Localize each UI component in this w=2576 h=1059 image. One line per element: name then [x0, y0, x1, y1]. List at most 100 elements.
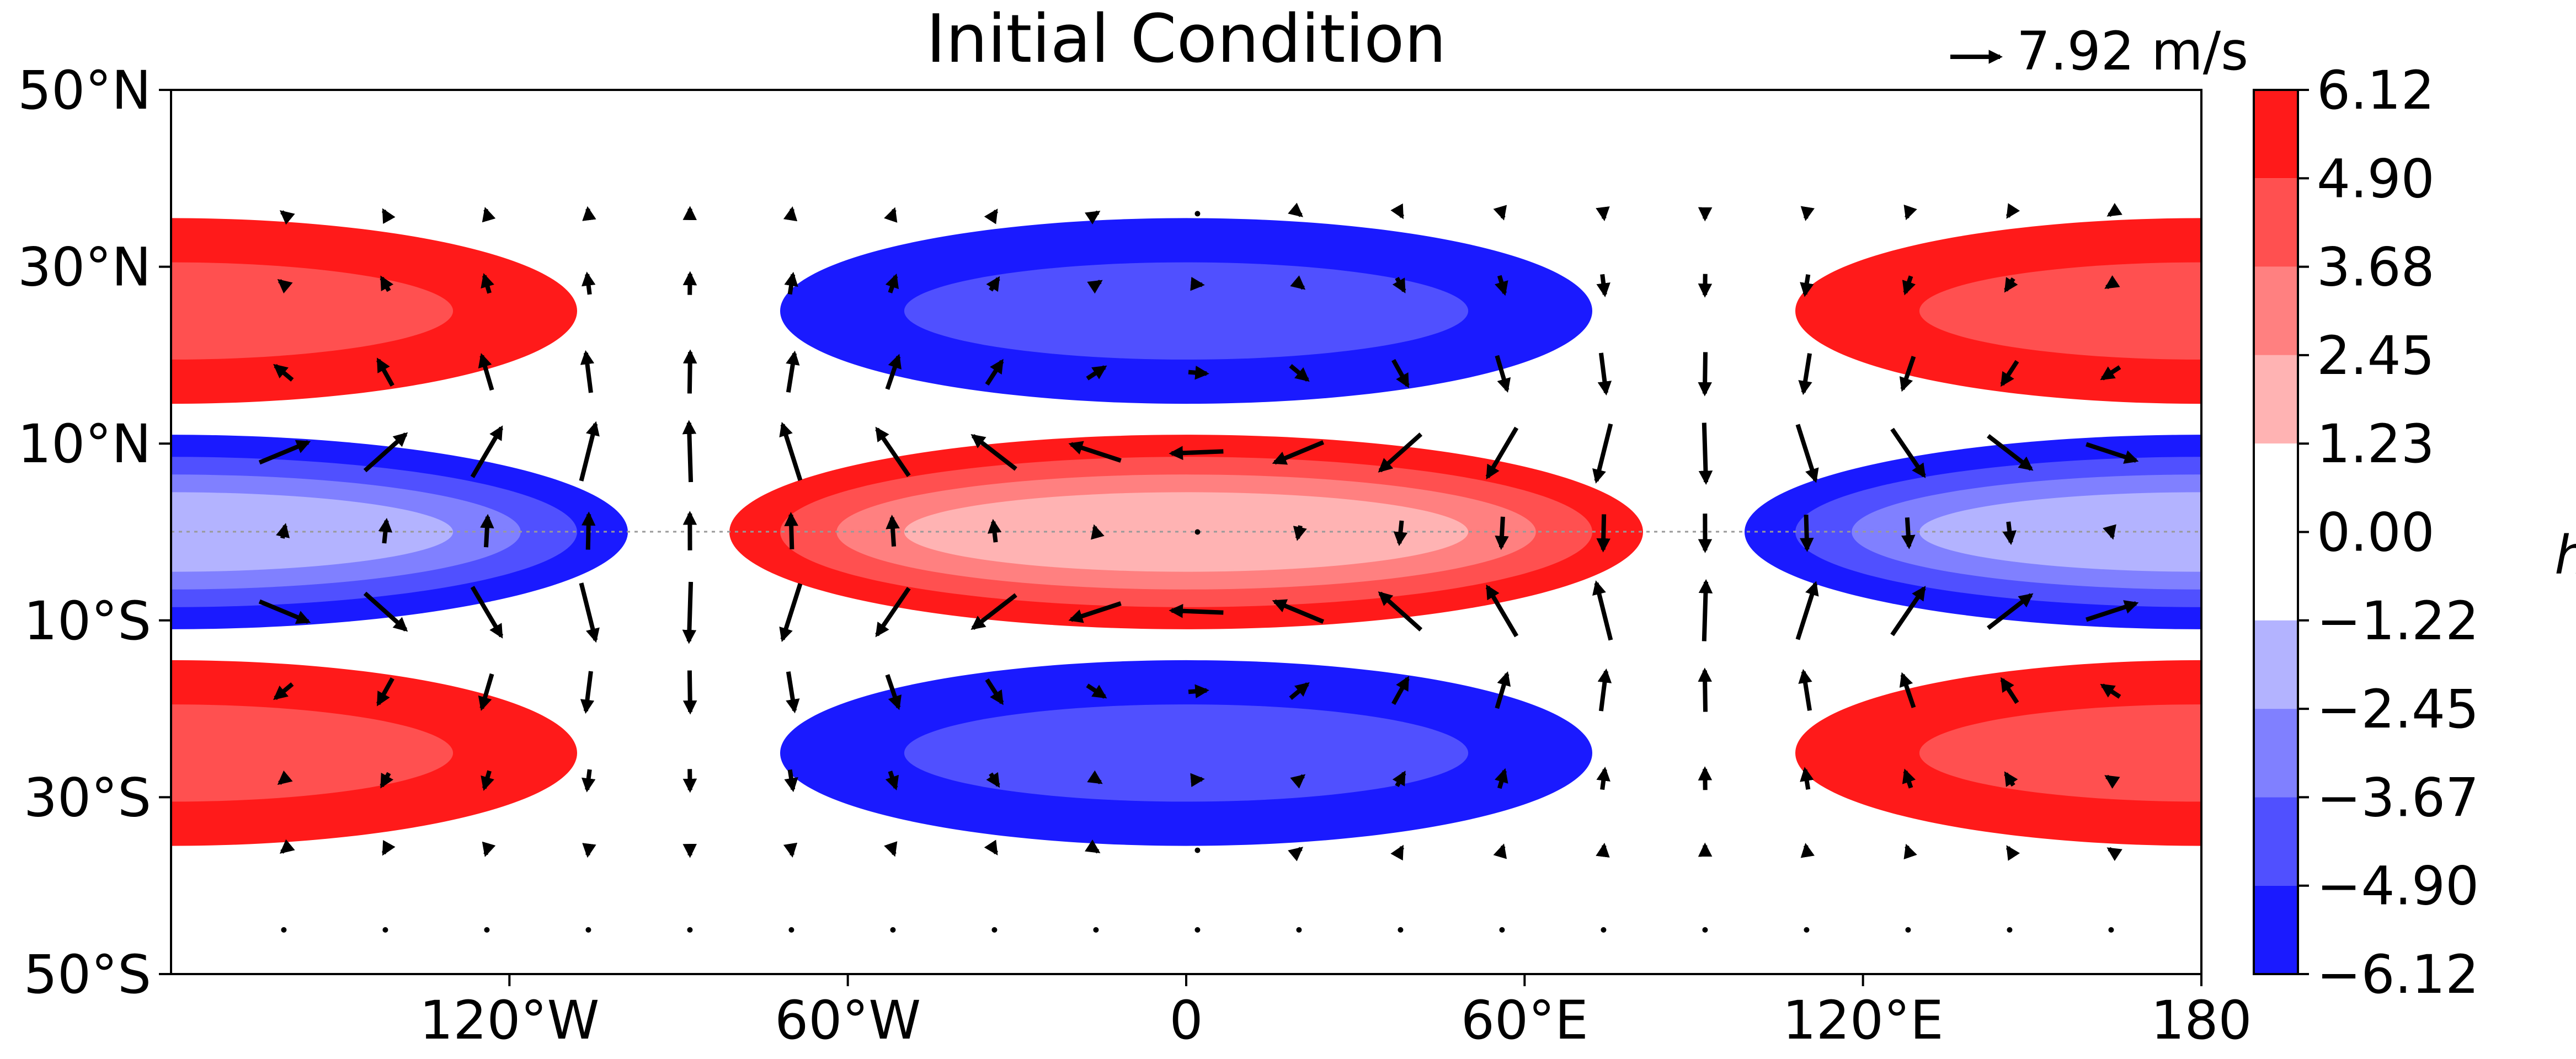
reference-key: 7.92 m/s — [1950, 20, 2248, 82]
wind-vector-dot-8-9 — [1093, 927, 1099, 933]
colorbar-tick-label-1: 4.90 — [2317, 148, 2435, 210]
x-tick-label-2: 0 — [1169, 990, 1203, 1051]
wind-vector-dot-18-9 — [2108, 927, 2114, 933]
wind-vector-9-7 — [1190, 773, 1205, 788]
wind-vector-1-8 — [381, 839, 396, 856]
wind-vector-1-2 — [376, 357, 394, 387]
wind-vector-dot-11-9 — [1398, 927, 1404, 933]
wind-vector-dot-3-9 — [585, 927, 591, 933]
wind-vector-0-5 — [258, 599, 311, 624]
wind-vector-16-5 — [1890, 586, 1926, 637]
wind-vector-8-4 — [1091, 524, 1105, 540]
wind-vector-18-7 — [2104, 774, 2120, 789]
wind-vector-7-8 — [984, 839, 999, 855]
wind-vectors — [258, 202, 2139, 933]
wind-vector-10-7 — [1290, 774, 1306, 789]
wind-vector-12-5 — [1485, 584, 1519, 638]
wind-vector-10-2 — [1289, 364, 1310, 382]
wind-vector-dot-9-0 — [1194, 211, 1201, 217]
wind-vector-7-6 — [985, 678, 1004, 705]
wind-vector-3-1 — [582, 271, 596, 295]
x-tick-label-5: 180 — [2151, 990, 2252, 1051]
wind-vector-6-6 — [885, 674, 902, 710]
wind-vector-16-1 — [1902, 275, 1916, 296]
colorbar-bin-8 — [2254, 885, 2298, 974]
wind-vector-0-4 — [276, 523, 290, 539]
colorbar-bin-5 — [2254, 620, 2298, 709]
colorbar-bin-6 — [2254, 709, 2298, 798]
wind-vector-3-8 — [582, 843, 596, 858]
wind-vector-17-6 — [2000, 677, 2019, 704]
wind-vector-11-0 — [1390, 203, 1405, 220]
colorbar-tick-label-10: −6.12 — [2317, 944, 2479, 1005]
wind-vector-15-4 — [1799, 515, 1814, 552]
wind-vector-13-7 — [1596, 766, 1610, 790]
wind-vector-12-3 — [1485, 426, 1519, 480]
wind-vector-0-1 — [277, 279, 293, 294]
wind-vector-18-4 — [2103, 524, 2116, 540]
wind-vector-16-8 — [1903, 843, 1917, 860]
contour-region-13 — [904, 262, 1469, 360]
wind-vector-18-3 — [2086, 442, 2139, 464]
wind-vector-dot-2-9 — [484, 927, 490, 933]
wind-vector-13-4 — [1596, 514, 1610, 553]
wind-vector-8-3 — [1068, 441, 1122, 463]
wind-vector-11-8 — [1390, 844, 1405, 861]
wind-vector-17-3 — [1987, 434, 2034, 471]
wind-vector-16-3 — [1890, 427, 1926, 478]
wind-vector-16-0 — [1903, 204, 1917, 221]
colorbar-tick-label-6: −1.22 — [2317, 590, 2479, 652]
colorbar-bin-2 — [2254, 266, 2298, 355]
wind-vector-dot-15-9 — [1804, 927, 1810, 933]
wind-vector-18-0 — [2106, 202, 2122, 217]
wind-vector-6-2 — [885, 354, 902, 390]
colorbar — [2254, 90, 2298, 974]
wind-vector-18-6 — [2100, 683, 2121, 699]
y-axis: 50°N 30°N 10°N 10°S 30°S 50°S — [18, 60, 171, 1005]
y-tick-label-1: 30°N — [18, 237, 151, 298]
wind-vector-13-6 — [1597, 668, 1612, 712]
wind-vector-4-3 — [682, 420, 697, 483]
wind-vector-12-7 — [1495, 768, 1508, 789]
wind-vector-5-5 — [779, 583, 803, 643]
wind-vector-15-0 — [1800, 206, 1815, 221]
y-tick-label-0: 50°N — [18, 60, 151, 121]
wind-vector-12-0 — [1493, 205, 1507, 221]
colorbar-tick-label-5: 0.00 — [2317, 502, 2435, 564]
wind-vector-13-2 — [1597, 352, 1612, 396]
wind-vector-dot-17-9 — [2007, 927, 2013, 933]
wind-vector-4-5 — [682, 581, 697, 644]
wind-vector-3-3 — [579, 421, 600, 482]
wind-vector-dot-1-9 — [382, 927, 388, 933]
wind-vector-13-5 — [1592, 580, 1613, 641]
wind-vector-dot-14-9 — [1702, 927, 1708, 933]
wind-vector-8-1 — [1087, 280, 1103, 294]
contour-region-15 — [904, 704, 1469, 802]
wind-vector-5-3 — [779, 421, 803, 481]
wind-vector-3-2 — [580, 350, 595, 393]
wind-vector-12-2 — [1495, 355, 1511, 393]
colorbar-tick-label-0: 6.12 — [2317, 60, 2435, 121]
wind-vector-1-0 — [381, 208, 396, 224]
wind-vector-6-7 — [885, 771, 899, 791]
wind-vector-5-8 — [783, 842, 798, 858]
wind-vector-9-6 — [1188, 684, 1209, 699]
wind-vector-dot-9-9 — [1194, 927, 1201, 933]
wind-vector-8-8 — [1085, 839, 1101, 854]
wind-vector-3-4 — [581, 511, 596, 550]
colorbar-bin-0 — [2254, 90, 2298, 179]
wind-vector-13-1 — [1596, 274, 1610, 298]
wind-vector-15-7 — [1800, 767, 1814, 790]
wind-vector-3-5 — [579, 582, 600, 643]
wind-vector-dot-13-9 — [1601, 927, 1607, 933]
wind-vector-11-6 — [1391, 676, 1410, 705]
y-tick-label-2: 10°N — [18, 413, 151, 475]
wind-vector-15-2 — [1798, 353, 1812, 395]
wind-vector-13-0 — [1596, 206, 1610, 222]
colorbar-tick-label-7: −2.45 — [2317, 678, 2479, 740]
wind-vector-0-3 — [258, 440, 311, 465]
colorbar-tick-label-9: −4.90 — [2317, 855, 2479, 917]
wind-vector-8-6 — [1086, 683, 1107, 699]
wind-vector-1-6 — [376, 677, 394, 707]
